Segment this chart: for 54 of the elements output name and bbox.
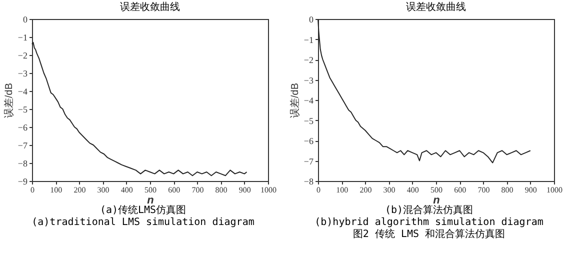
x-tick-label: 400 — [406, 186, 418, 194]
x-tick-label: 400 — [120, 186, 132, 194]
y-tick-label: −3 — [17, 68, 28, 78]
x-tick-label: 700 — [191, 186, 204, 194]
y-tick-label: −2 — [17, 50, 27, 60]
x-tick-label: 100 — [336, 186, 348, 194]
y-tick-label: −5 — [303, 116, 314, 126]
x-tick-label: 100 — [50, 186, 62, 194]
line-series — [31, 42, 247, 176]
text: (b)混合算法仿真图 — [384, 205, 474, 217]
text: (a)传统LMS仿真图 — [100, 205, 186, 217]
y-tick-label: −4 — [17, 86, 28, 96]
text: (a)traditional LMS simulation diagram — [32, 217, 254, 229]
y-tick-label: −4 — [303, 96, 314, 106]
text: (b)hybrid algorithm simulation diagram — [314, 217, 544, 228]
y-tick-label: −8 — [303, 176, 314, 186]
x-tick-label: 800 — [500, 186, 513, 194]
y-tick-label: −3 — [303, 75, 314, 86]
y-tick-label: −8 — [17, 158, 28, 168]
y-axis-title: 误差/dB — [2, 82, 14, 118]
y-tick-label: −1 — [303, 34, 313, 45]
y-tick-label: −7 — [303, 156, 314, 166]
x-tick-label: 800 — [214, 186, 227, 194]
line-series — [317, 18, 530, 164]
x-tick-label: 0 — [30, 186, 34, 194]
x-tick-label: 200 — [359, 186, 372, 194]
x-tick-label: 700 — [477, 186, 490, 194]
x-axis-title: n — [146, 194, 154, 206]
x-tick-label: 600 — [454, 186, 466, 194]
y-tick-label: −2 — [303, 55, 313, 65]
x-tick-label: 0 — [316, 186, 320, 194]
x-tick-label: 500 — [430, 186, 442, 194]
x-tick-label: 300 — [96, 186, 109, 194]
x-axis-title: n — [432, 194, 440, 206]
y-axis-title: 误差/dB — [288, 82, 300, 118]
y-tick-label: 0 — [22, 14, 28, 24]
x-tick-label: 900 — [524, 186, 536, 194]
x-tick-label: 1000 — [546, 186, 562, 194]
y-tick-label: −6 — [17, 122, 28, 132]
x-tick-label: 900 — [238, 186, 250, 194]
y-tick-label: −1 — [17, 32, 27, 42]
y-tick-label: −5 — [17, 104, 28, 114]
y-tick-label: −6 — [303, 136, 314, 146]
y-tick-label: −7 — [17, 140, 28, 150]
y-tick-label: −9 — [17, 176, 28, 186]
x-tick-label: 500 — [144, 186, 156, 194]
chart-title: 误差收敛曲线 — [406, 1, 466, 13]
chart-title: 误差收敛曲线 — [120, 1, 180, 13]
x-tick-label: 200 — [73, 186, 86, 194]
x-tick-label: 300 — [382, 186, 395, 194]
x-tick-label: 600 — [168, 186, 180, 194]
x-tick-label: 1000 — [260, 186, 276, 194]
caption: 图2 传统 LMS 和混合算法仿真图 — [352, 229, 506, 241]
y-tick-label: 0 — [308, 14, 314, 24]
